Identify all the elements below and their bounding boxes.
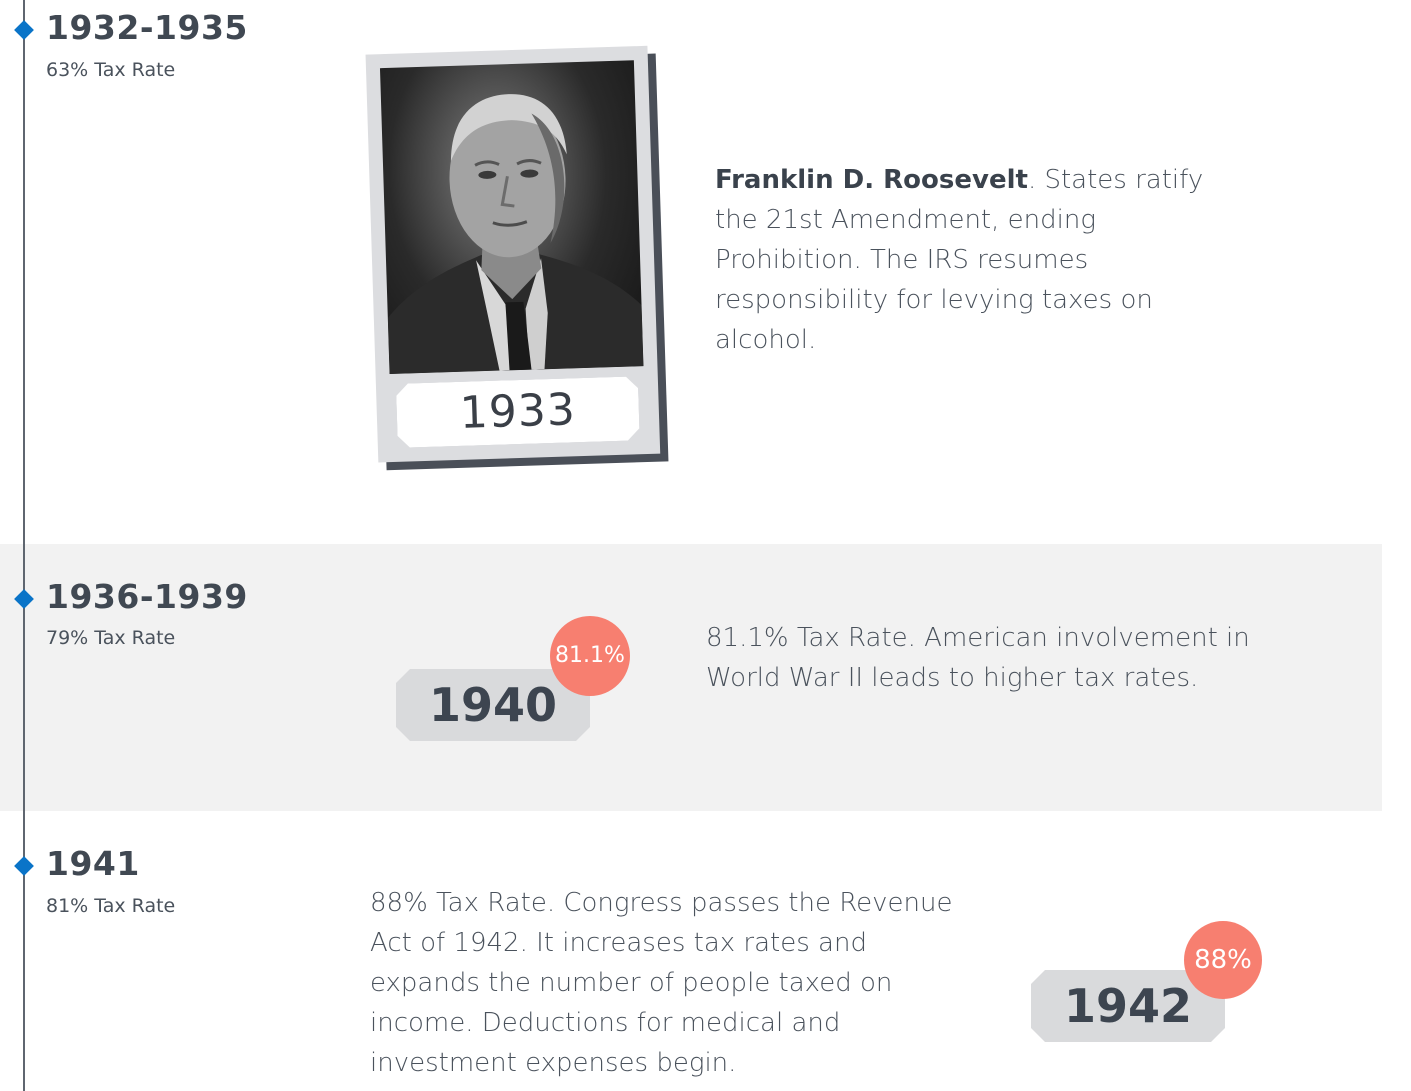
- tax-rate-label: 81% Tax Rate: [46, 895, 176, 917]
- year-tag-label: 1940: [428, 678, 558, 732]
- event-description: 81.1% Tax Rate. American involvement in …: [706, 623, 1250, 693]
- period-heading: 1941: [46, 844, 140, 883]
- event-description-text: . States ratify the 21st Amendment, endi…: [715, 165, 1204, 355]
- diamond-marker-icon: [14, 856, 34, 876]
- photo-year-tag: 1933: [396, 376, 640, 448]
- photo-year: 1933: [459, 384, 577, 439]
- event-description: 88% Tax Rate. Congress passes the Revenu…: [370, 888, 953, 1078]
- year-tag-label: 1942: [1063, 979, 1193, 1033]
- diamond-marker-icon: [14, 20, 34, 40]
- timeline-section-1932: 1932-1935 63% Tax Rate: [0, 0, 1382, 544]
- tax-rate-badge: 81.1%: [550, 616, 630, 696]
- photo-card: 1933: [365, 45, 669, 471]
- photo-frame: 1933: [365, 45, 661, 463]
- year-tag: 1940: [396, 669, 590, 741]
- event-highlight: Franklin D. Roosevelt: [715, 165, 1028, 195]
- portrait-photo: [379, 60, 644, 375]
- tax-rate-label: 79% Tax Rate: [46, 627, 176, 649]
- timeline-section-1941: 1941 81% Tax Rate 88% Tax Rate. Congress…: [0, 811, 1382, 1091]
- event-description: Franklin D. Roosevelt. States ratify the…: [715, 160, 1215, 360]
- diamond-marker-icon: [14, 589, 34, 609]
- period-heading: 1936-1939: [46, 577, 248, 616]
- year-tag: 1942: [1031, 970, 1225, 1042]
- tax-rate-badge: 88%: [1184, 921, 1262, 999]
- timeline-line: [23, 0, 25, 1091]
- period-heading: 1932-1935: [46, 8, 248, 47]
- tax-rate-label: 63% Tax Rate: [46, 59, 176, 81]
- timeline-section-1936: 1936-1939 79% Tax Rate 1940 81.1% 81.1% …: [0, 544, 1382, 811]
- portrait-illustration: [387, 94, 644, 375]
